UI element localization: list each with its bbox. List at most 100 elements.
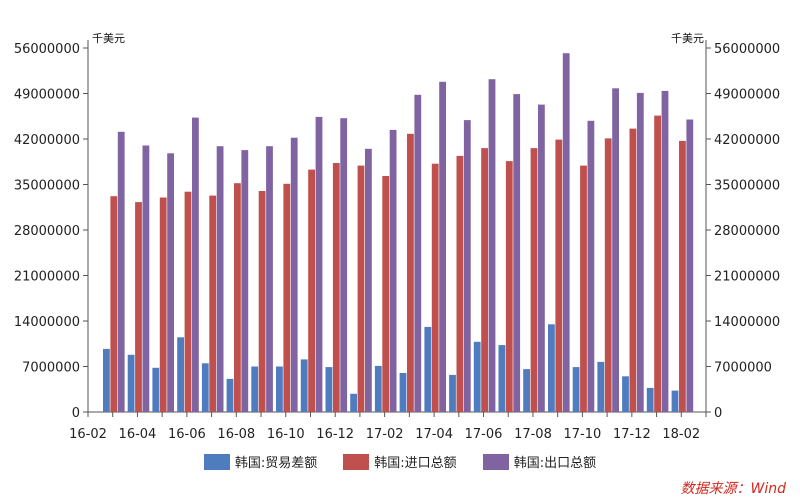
exports-bar [661,90,669,413]
x-ticks: 16-02 16-04 16-06 16-08 16-10 16-12 17-02 17-04… [69,412,707,440]
trade-balance-bar [300,359,308,412]
left-y-tick-label: 14000000 [14,315,80,330]
trade-balance-bar [251,366,259,412]
bars [103,53,694,413]
legend: 韩国:贸易差额 韩国:进口总额 韩国:出口总额 [0,452,800,471]
imports-bar [679,140,686,412]
exports-bar [612,88,619,413]
legend-label: 韩国:进口总额 [374,456,457,471]
left-y-tick-label: 7000000 [22,361,80,376]
imports-bar [332,163,340,412]
trade-balance-bar [325,367,333,412]
exports-bar [414,94,422,413]
x-tick-label: 16-08 [217,427,255,440]
trade-balance-bar [671,390,679,412]
left-y-tick-label: 21000000 [14,270,80,285]
imports-bar [530,148,538,412]
exports-bar [439,81,446,413]
exports-bar [290,137,298,412]
exports-bar [686,119,694,412]
legend-item-imports: 韩国:进口总额 [343,452,457,471]
trade-balance-bar [127,354,135,412]
right-y-tick-label: 14000000 [714,315,780,330]
imports-bar [505,161,513,412]
exports-bar [587,120,595,413]
trade-balance-bar [473,341,481,412]
imports-bar [604,138,612,412]
trade-balance-bar [523,369,530,412]
imports-bar [580,165,587,412]
exports-bar [142,145,150,412]
imports-bar [407,133,414,413]
exports-bar [365,148,372,413]
trade-balance-bar [622,376,629,413]
trade-balance-bar [424,326,432,412]
x-tick-label: 17-04 [415,427,453,440]
exports-bar [463,120,471,412]
legend-swatch [343,453,370,470]
trade-balance-bar [449,374,456,412]
legend-label: 韩国:贸易差额 [234,456,318,471]
trade-balance-bar [548,324,555,413]
imports-bar [234,183,241,412]
trade-balance-bar [103,348,110,412]
exports-bar [117,131,125,413]
right-y-tick-label: 49000000 [714,88,780,103]
imports-bar [258,191,266,412]
trade-balance-bar [226,378,234,412]
trade-balance-bar [152,367,160,412]
imports-bar [357,165,365,412]
right-y-tick-label: 28000000 [714,224,780,239]
left-y-tick-label: 56000000 [14,42,80,57]
imports-bar [382,176,390,412]
x-tick-label: 16-10 [267,427,305,440]
right-unit-label: 千美元 [671,32,704,45]
imports-bar [308,169,315,412]
x-tick-label: 16-06 [168,427,206,440]
trade-balance-bar [350,393,357,412]
exports-bar [315,116,323,413]
right-y-tick-label: 7000000 [714,361,772,376]
right-y-ticks: 0 7000000 14000000 21000000 28000000 35000000… [706,42,780,421]
bar-chart: 千美元 千美元 0 7000000 14000000 21000000 28000000… [14,32,780,440]
right-y-tick-label: 21000000 [714,270,780,285]
left-y-tick-label: 42000000 [14,133,80,148]
x-tick-label: 18-02 [662,427,700,440]
trade-balance-bar [646,387,654,412]
left-y-ticks: 0 7000000 14000000 21000000 28000000 35000000… [14,42,88,421]
trade-balance-bar [498,345,506,412]
x-tick-label: 16-02 [69,427,107,440]
trade-balance-bar [374,365,382,412]
x-tick-label: 16-04 [119,427,157,440]
right-y-tick-label: 42000000 [714,133,780,148]
imports-bar [456,155,464,412]
exports-bar [266,146,273,412]
exports-bar [562,53,570,412]
imports-bar [184,191,192,412]
exports-bar [389,129,397,412]
imports-bar [110,196,118,412]
x-tick-label: 17-06 [465,427,503,440]
x-tick-label: 17-08 [514,427,552,440]
trade-balance-bar [177,337,184,413]
exports-bar [241,150,249,412]
right-y-tick-label: 56000000 [714,42,780,57]
right-y-tick-label: 35000000 [714,179,780,194]
exports-bar [513,94,521,412]
imports-bar [135,202,142,412]
exports-bar [167,153,174,413]
left-y-tick-label: 0 [72,406,80,421]
legend-swatch [482,453,509,470]
x-tick-label: 17-10 [564,427,602,440]
exports-bar [538,104,545,412]
left-y-tick-label: 49000000 [14,88,80,103]
imports-bar [654,115,661,412]
imports-bar [159,197,167,412]
imports-bar [629,128,637,412]
left-unit-label: 千美元 [92,32,125,45]
x-tick-label: 16-12 [316,427,354,440]
imports-bar [431,163,439,412]
source-note: 数据来源：Wind [680,481,787,497]
trade-balance-bar [201,363,209,413]
exports-bar [340,118,348,412]
